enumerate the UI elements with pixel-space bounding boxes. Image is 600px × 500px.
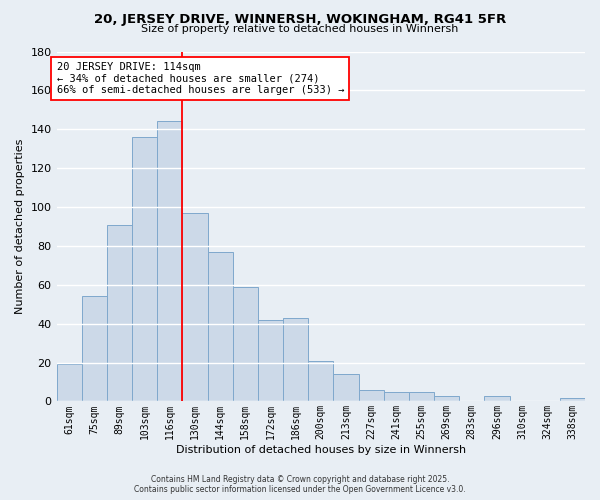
X-axis label: Distribution of detached houses by size in Winnersh: Distribution of detached houses by size … <box>176 445 466 455</box>
Text: 20 JERSEY DRIVE: 114sqm
← 34% of detached houses are smaller (274)
66% of semi-d: 20 JERSEY DRIVE: 114sqm ← 34% of detache… <box>56 62 344 95</box>
Bar <box>560 398 585 402</box>
Bar <box>107 224 132 402</box>
Bar <box>409 392 434 402</box>
Bar <box>82 296 107 402</box>
Bar <box>308 360 334 402</box>
Y-axis label: Number of detached properties: Number of detached properties <box>15 139 25 314</box>
Bar <box>258 320 283 402</box>
Text: Contains HM Land Registry data © Crown copyright and database right 2025.
Contai: Contains HM Land Registry data © Crown c… <box>134 474 466 494</box>
Bar <box>283 318 308 402</box>
Bar <box>56 364 82 402</box>
Bar <box>208 252 233 402</box>
Bar <box>233 286 258 402</box>
Bar <box>334 374 359 402</box>
Bar <box>359 390 383 402</box>
Bar <box>383 392 409 402</box>
Text: Size of property relative to detached houses in Winnersh: Size of property relative to detached ho… <box>142 24 458 34</box>
Bar <box>132 137 157 402</box>
Bar <box>157 122 182 402</box>
Bar <box>484 396 509 402</box>
Bar <box>182 213 208 402</box>
Bar <box>434 396 459 402</box>
Text: 20, JERSEY DRIVE, WINNERSH, WOKINGHAM, RG41 5FR: 20, JERSEY DRIVE, WINNERSH, WOKINGHAM, R… <box>94 12 506 26</box>
